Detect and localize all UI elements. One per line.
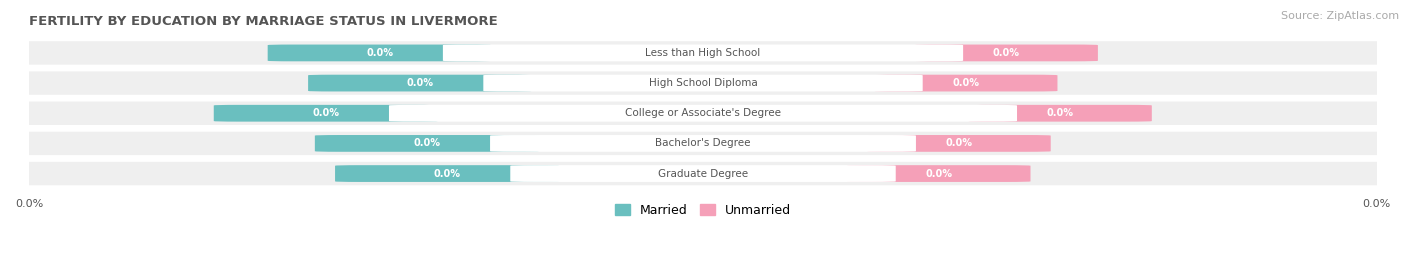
FancyBboxPatch shape: [4, 132, 1402, 155]
FancyBboxPatch shape: [389, 105, 1017, 122]
Text: 0.0%: 0.0%: [1046, 108, 1074, 118]
Text: 0.0%: 0.0%: [433, 169, 460, 179]
Text: Less than High School: Less than High School: [645, 48, 761, 58]
Text: 0.0%: 0.0%: [993, 48, 1019, 58]
FancyBboxPatch shape: [969, 105, 1152, 122]
Text: 0.0%: 0.0%: [312, 108, 339, 118]
FancyBboxPatch shape: [214, 105, 437, 122]
FancyBboxPatch shape: [335, 165, 558, 182]
FancyBboxPatch shape: [914, 45, 1098, 61]
FancyBboxPatch shape: [4, 71, 1402, 95]
Text: 0.0%: 0.0%: [952, 78, 980, 88]
Text: 0.0%: 0.0%: [946, 139, 973, 148]
FancyBboxPatch shape: [868, 135, 1050, 152]
FancyBboxPatch shape: [308, 75, 531, 91]
FancyBboxPatch shape: [4, 101, 1402, 125]
Text: 0.0%: 0.0%: [413, 139, 440, 148]
FancyBboxPatch shape: [848, 165, 1031, 182]
FancyBboxPatch shape: [443, 45, 963, 61]
Text: 0.0%: 0.0%: [406, 78, 433, 88]
FancyBboxPatch shape: [4, 41, 1402, 65]
Text: College or Associate's Degree: College or Associate's Degree: [626, 108, 780, 118]
FancyBboxPatch shape: [875, 75, 1057, 91]
Text: Graduate Degree: Graduate Degree: [658, 169, 748, 179]
FancyBboxPatch shape: [510, 165, 896, 182]
FancyBboxPatch shape: [4, 162, 1402, 185]
Text: FERTILITY BY EDUCATION BY MARRIAGE STATUS IN LIVERMORE: FERTILITY BY EDUCATION BY MARRIAGE STATU…: [30, 15, 498, 28]
Text: Source: ZipAtlas.com: Source: ZipAtlas.com: [1281, 11, 1399, 21]
Text: 0.0%: 0.0%: [366, 48, 394, 58]
FancyBboxPatch shape: [491, 135, 915, 152]
FancyBboxPatch shape: [315, 135, 538, 152]
Legend: Married, Unmarried: Married, Unmarried: [610, 199, 796, 222]
Text: High School Diploma: High School Diploma: [648, 78, 758, 88]
FancyBboxPatch shape: [267, 45, 492, 61]
FancyBboxPatch shape: [484, 75, 922, 91]
Text: Bachelor's Degree: Bachelor's Degree: [655, 139, 751, 148]
Text: 0.0%: 0.0%: [925, 169, 952, 179]
